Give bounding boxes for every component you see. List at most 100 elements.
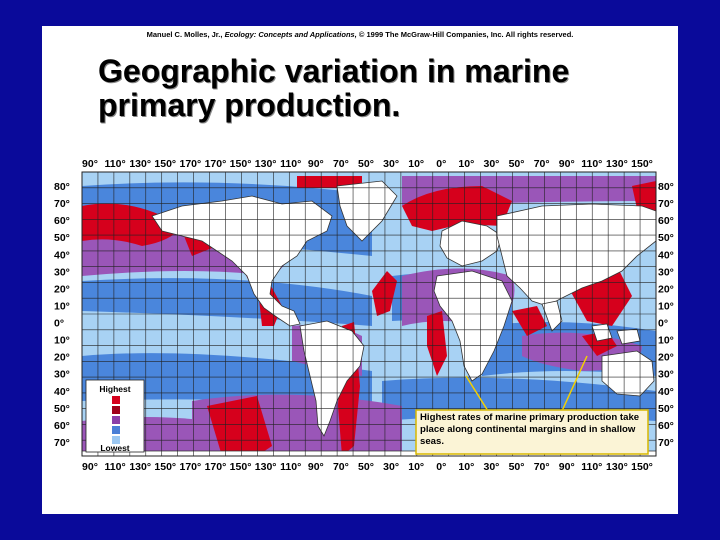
- latitude-label: 60°: [658, 420, 674, 432]
- longitude-label: 130°: [255, 461, 277, 473]
- longitude-label: 110°: [280, 461, 301, 473]
- productivity-legend: Highest Lowest: [85, 379, 145, 453]
- latitude-label: 40°: [54, 386, 70, 398]
- longitude-label: 30°: [484, 461, 500, 473]
- legend-swatch-highest: [112, 396, 120, 404]
- latitude-label: 70°: [54, 437, 70, 449]
- latitude-label: 0°: [658, 318, 668, 330]
- longitude-label: 70°: [534, 461, 550, 473]
- latitude-label: 30°: [658, 266, 674, 278]
- longitude-label: 90°: [559, 158, 575, 170]
- legend-lowest-label: Lowest: [100, 443, 129, 453]
- legend-highest-label: Highest: [99, 384, 130, 394]
- latitude-label: 40°: [54, 249, 70, 261]
- longitude-label: 10°: [408, 158, 424, 170]
- longitude-label: 150°: [631, 461, 653, 473]
- left-latitude-labels: 80° 70° 60° 50° 40° 30° 20° 10° 0° 10° 20° 30° 40° 50…: [54, 181, 70, 449]
- productivity-map: 90° 110° 130° 150° 170° 170° 150° 130° 110° 90° 70…: [54, 158, 674, 473]
- map-frame: [81, 171, 657, 457]
- longitude-label: 110°: [105, 461, 126, 473]
- longitude-label: 170°: [180, 158, 202, 170]
- longitude-label: 170°: [205, 461, 227, 473]
- longitude-label: 130°: [606, 461, 628, 473]
- longitude-label: 110°: [105, 158, 126, 170]
- latitude-label: 30°: [54, 266, 70, 278]
- latitude-label: 50°: [658, 403, 674, 415]
- longitude-label: 90°: [82, 158, 98, 170]
- map-grid: [82, 172, 656, 456]
- longitude-label: 150°: [230, 158, 252, 170]
- latitude-label: 50°: [54, 232, 70, 244]
- latitude-label: 20°: [54, 283, 70, 295]
- latitude-label: 30°: [658, 369, 674, 381]
- legend-swatch-lowest: [112, 436, 120, 444]
- callout-pointer-left: [465, 375, 489, 412]
- longitude-label: 90°: [308, 158, 324, 170]
- top-longitude-labels: 90° 110° 130° 150° 170° 170° 150° 130° 110° 90° 70…: [82, 158, 653, 170]
- callout: Highest rates of marine primary producti…: [415, 355, 649, 455]
- longitude-label: 10°: [408, 461, 424, 473]
- latitude-label: 20°: [658, 352, 674, 364]
- longitude-label: 10°: [458, 461, 474, 473]
- credit-book: Ecology: Concepts and Applications,: [224, 30, 357, 39]
- latitude-label: 60°: [54, 215, 70, 227]
- latitude-label: 60°: [658, 215, 674, 227]
- longitude-label: 10°: [458, 158, 474, 170]
- longitude-label: 150°: [631, 158, 653, 170]
- latitude-label: 20°: [658, 283, 674, 295]
- legend-swatch-high: [112, 406, 120, 414]
- map-figure: 90° 110° 130° 150° 170° 170° 150° 130° 110° 90° 70…: [42, 26, 678, 514]
- longitude-label: 110°: [280, 158, 301, 170]
- legend-swatch-low: [112, 426, 120, 434]
- slide: Manuel C. Molles, Jr., Ecology: Concepts…: [42, 26, 678, 514]
- longitude-label: 30°: [484, 158, 500, 170]
- longitude-label: 130°: [129, 461, 151, 473]
- latitude-label: 10°: [658, 335, 674, 347]
- longitude-label: 130°: [255, 158, 277, 170]
- longitude-label: 150°: [154, 461, 176, 473]
- longitude-label: 90°: [308, 461, 324, 473]
- longitude-label: 70°: [534, 158, 550, 170]
- longitude-label: 90°: [559, 461, 575, 473]
- longitude-label: 50°: [509, 158, 525, 170]
- longitude-label: 170°: [180, 461, 202, 473]
- latitude-label: 80°: [54, 181, 70, 193]
- longitude-label: 30°: [383, 461, 399, 473]
- latitude-label: 40°: [658, 249, 674, 261]
- longitude-label: 90°: [82, 461, 98, 473]
- callout-box: [415, 409, 649, 455]
- latitude-label: 70°: [54, 198, 70, 210]
- latitude-label: 20°: [54, 352, 70, 364]
- longitude-label: 130°: [129, 158, 151, 170]
- longitude-label: 30°: [383, 158, 399, 170]
- legend-swatch-medium: [112, 416, 120, 424]
- latitude-label: 80°: [658, 181, 674, 193]
- latitude-label: 30°: [54, 369, 70, 381]
- longitude-label: 70°: [333, 461, 349, 473]
- longitude-label: 110°: [581, 158, 602, 170]
- latitude-label: 50°: [658, 232, 674, 244]
- longitude-label: 0°: [436, 158, 446, 170]
- bottom-longitude-labels: 90° 110° 130° 150° 170° 170° 150° 130° 110° 90° 70…: [82, 461, 653, 473]
- callout-text: Highest rates of marine primary producti…: [420, 412, 640, 447]
- longitude-label: 70°: [333, 158, 349, 170]
- longitude-label: 130°: [606, 158, 628, 170]
- latitude-label: 10°: [54, 335, 70, 347]
- callout-pointer-right: [561, 355, 588, 412]
- latitude-label: 70°: [658, 437, 674, 449]
- longitude-label: 50°: [358, 158, 374, 170]
- latitude-label: 60°: [54, 420, 70, 432]
- longitude-label: 50°: [358, 461, 374, 473]
- credit-author: Manuel C. Molles, Jr.,: [146, 30, 223, 39]
- longitude-label: 150°: [230, 461, 252, 473]
- credit-rights: © 1999 The McGraw-Hill Companies, Inc. A…: [358, 30, 574, 39]
- slide-title: Geographic variation in marine primary p…: [98, 53, 570, 123]
- longitude-label: 0°: [436, 461, 446, 473]
- latitude-label: 50°: [54, 403, 70, 415]
- longitude-label: 150°: [154, 158, 176, 170]
- right-latitude-labels: 80° 70° 60° 50° 40° 30° 20° 10° 0° 10° 20° 30° 40° 50…: [658, 181, 674, 449]
- latitude-label: 10°: [54, 300, 70, 312]
- latitude-label: 0°: [54, 318, 64, 330]
- longitude-label: 50°: [509, 461, 525, 473]
- latitude-label: 10°: [658, 300, 674, 312]
